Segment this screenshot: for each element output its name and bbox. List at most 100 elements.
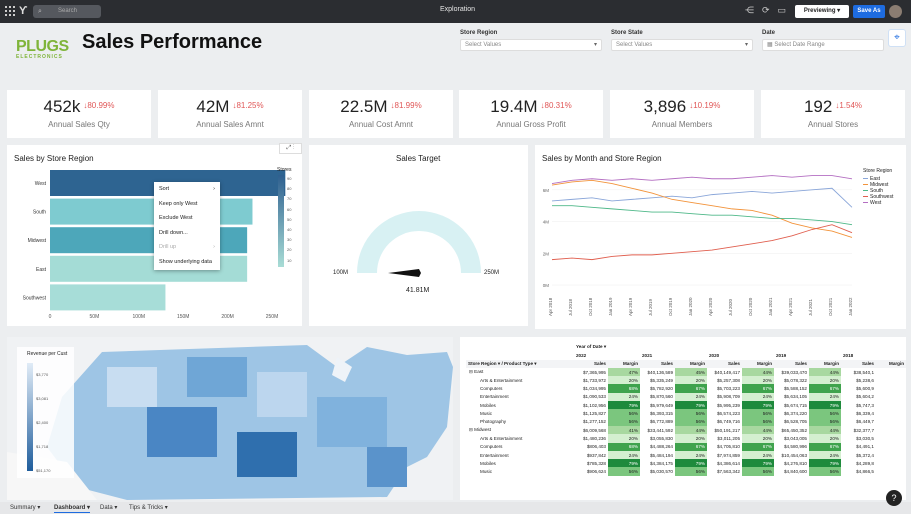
pivot-data-row: ⊟ East $7,365,995 47% $40,136,589 45% $40,149…	[466, 367, 906, 377]
tab-tips-tricks[interactable]: Tips & Tricks ▾	[129, 505, 168, 511]
kpi-value: 22.5M	[340, 97, 388, 116]
pivot-sales-cell: $4,491,1	[856, 444, 874, 450]
region-block	[147, 407, 217, 457]
map-legend-tick: $1,718	[36, 444, 49, 449]
refresh-icon[interactable]: ⟳	[762, 5, 778, 15]
menu-item-keep-only[interactable]: Keep only West	[154, 197, 220, 212]
kpi-card[interactable]: 22.5M ↓81.99% Annual Cost Amnt	[309, 90, 453, 138]
pivot-sales-cell: $5,703,223	[717, 386, 740, 392]
pivot-data-row: Computers $1,034,995 68% $5,782,920 67% $5,70…	[466, 384, 906, 393]
pivot-sales-cell: $7,563,342	[717, 469, 740, 475]
store-state-select[interactable]: Select Values ▾	[611, 39, 753, 51]
x-tick-label: 200M	[221, 314, 234, 320]
kpi-label: Annual Sales Qty	[48, 120, 110, 129]
pivot-data-row: Computers $806,403 68% $4,488,264 67% $4,705,…	[466, 442, 906, 451]
legend-item[interactable]: West	[863, 200, 893, 206]
x-tick-label: 150M	[177, 314, 190, 320]
pivot-year: 2020	[709, 352, 720, 358]
kpi-value: 192	[803, 97, 833, 116]
kpi-value: 3,896	[643, 97, 687, 116]
legend-item[interactable]: Southwest	[863, 194, 893, 200]
region-block	[237, 432, 297, 477]
share-icon[interactable]: ⋲	[745, 5, 762, 15]
avatar[interactable]	[889, 5, 902, 18]
legend-item[interactable]: Midwest	[863, 182, 893, 188]
x-tick-label: Jan 2020	[688, 297, 693, 316]
pivot-sales-cell: $6,528,705	[784, 419, 807, 425]
kpi-card[interactable]: 3,896 ↓10.19% Annual Members	[610, 90, 754, 138]
sigma-logo-icon[interactable]: ϒ	[19, 5, 28, 17]
sales-by-month-card[interactable]	[535, 145, 906, 329]
tab-data[interactable]: Data ▾	[100, 505, 118, 511]
x-tick-label: Apr 2020	[708, 297, 713, 316]
kpi-label: Annual Cost Amnt	[348, 120, 414, 129]
kpi-card[interactable]: 19.4M ↓80.31% Annual Gross Profit	[459, 90, 603, 138]
comment-icon[interactable]: ▭	[777, 5, 795, 15]
pivot-year: 2022	[576, 352, 587, 358]
pivot-sales-cell: $5,484,194	[650, 452, 673, 458]
pivot-corner	[466, 343, 574, 351]
search-box[interactable]: ⌕ Search	[33, 5, 101, 18]
legend-label: Southwest	[870, 194, 894, 200]
legend-swatch	[863, 189, 868, 192]
line-legend: East Midwest South Southwest West	[863, 176, 893, 206]
legend-item[interactable]: South	[863, 188, 893, 194]
pivot-margin-cell: 56%	[809, 417, 841, 426]
tab-summary[interactable]: Summary ▾	[10, 505, 41, 511]
pivot-margin-cell: 56%	[742, 417, 774, 426]
date-range-input[interactable]: ▦ Select Date Range	[762, 39, 884, 51]
more-icon[interactable]: ⋮	[292, 145, 295, 151]
menu-item-drill-down[interactable]: Drill down...	[154, 226, 220, 241]
kpi-card[interactable]: 192 ↓1.54% Annual Stores	[761, 90, 905, 138]
pivot-margin-cell: 79%	[675, 459, 707, 468]
pivot-margin-cell: 45%	[675, 367, 707, 377]
pivot-row-label: ⊟ Midwest	[469, 427, 491, 433]
stores-tick: 70	[287, 196, 292, 202]
pivot-sales-cell: $6,374,220	[784, 411, 807, 417]
filter-label: Store Region	[460, 30, 498, 36]
bar-category-label: Southwest	[23, 295, 47, 301]
focus-icon[interactable]: ⌖	[888, 29, 906, 47]
y-tick-label: 0M	[543, 283, 550, 288]
sales-target-card[interactable]	[309, 145, 528, 326]
expand-icon[interactable]: ⤢	[286, 145, 292, 151]
previewing-button[interactable]: Previewing ▾	[795, 5, 849, 18]
chevron-right-icon: ›	[213, 244, 215, 251]
pivot-years-row: 2022 2021 2020 2019 2018	[466, 351, 906, 359]
map-legend-tick: $51,170	[36, 468, 51, 473]
pivot-sales-cell: $6,574,223	[717, 411, 740, 417]
region-block	[257, 372, 307, 417]
pivot-measure-header: Margin	[675, 359, 707, 368]
pivot-year: 2021	[642, 352, 653, 358]
pivot-margin-cell: 67%	[675, 442, 707, 451]
pivot-sales-cell: $5,078,322	[784, 377, 807, 383]
menu-item-sort[interactable]: Sort ›	[154, 182, 220, 197]
save-as-button[interactable]: Save As	[853, 5, 885, 18]
pivot-sales-cell: $40,149,417	[714, 369, 740, 375]
pivot-margin-cell: 44%	[809, 367, 841, 377]
pivot-margin-cell: 44%	[675, 425, 707, 435]
help-icon[interactable]: ?	[886, 490, 902, 506]
stores-tick: 10	[287, 257, 292, 263]
pivot-data-row: Photography $1,277,152 56% $6,772,889 56% $6,…	[466, 417, 906, 426]
legend-item[interactable]: East	[863, 176, 893, 182]
bar-category-label: West	[35, 181, 47, 187]
filter-placeholder: Select Date Range	[774, 42, 825, 48]
menu-item-show-data[interactable]: Show underlying data	[154, 255, 220, 270]
pivot-margin-cell: 44%	[809, 425, 841, 435]
tab-dashboard[interactable]: Dashboard ▾	[54, 505, 91, 513]
pivot-measure-header: Margin	[809, 359, 841, 368]
pivot-data-row: Music $1,125,827 56% $6,393,315 56% $6,574,22…	[466, 409, 906, 418]
store-region-filter: Store Region Select Values ▾	[460, 30, 602, 51]
pivot-sales-cell: $4,840,600	[784, 469, 807, 475]
store-region-select[interactable]: Select Values ▾	[460, 39, 602, 51]
map-card[interactable]: Revenue per Cust $3,770 $3,081 $2,400 $1…	[7, 337, 453, 500]
kpi-card[interactable]: 42M ↓81.25% Annual Sales Amnt	[158, 90, 302, 138]
kpi-card[interactable]: 452k ↓80.99% Annual Sales Qty	[7, 90, 151, 138]
stores-tick: 20	[287, 247, 292, 253]
menu-item-exclude[interactable]: Exclude West	[154, 211, 220, 226]
us-choropleth-map	[7, 345, 453, 500]
gauge-value-label: 41.81M	[406, 287, 430, 294]
x-tick-label: 50M	[90, 314, 100, 320]
apps-grid-icon[interactable]	[5, 6, 15, 16]
